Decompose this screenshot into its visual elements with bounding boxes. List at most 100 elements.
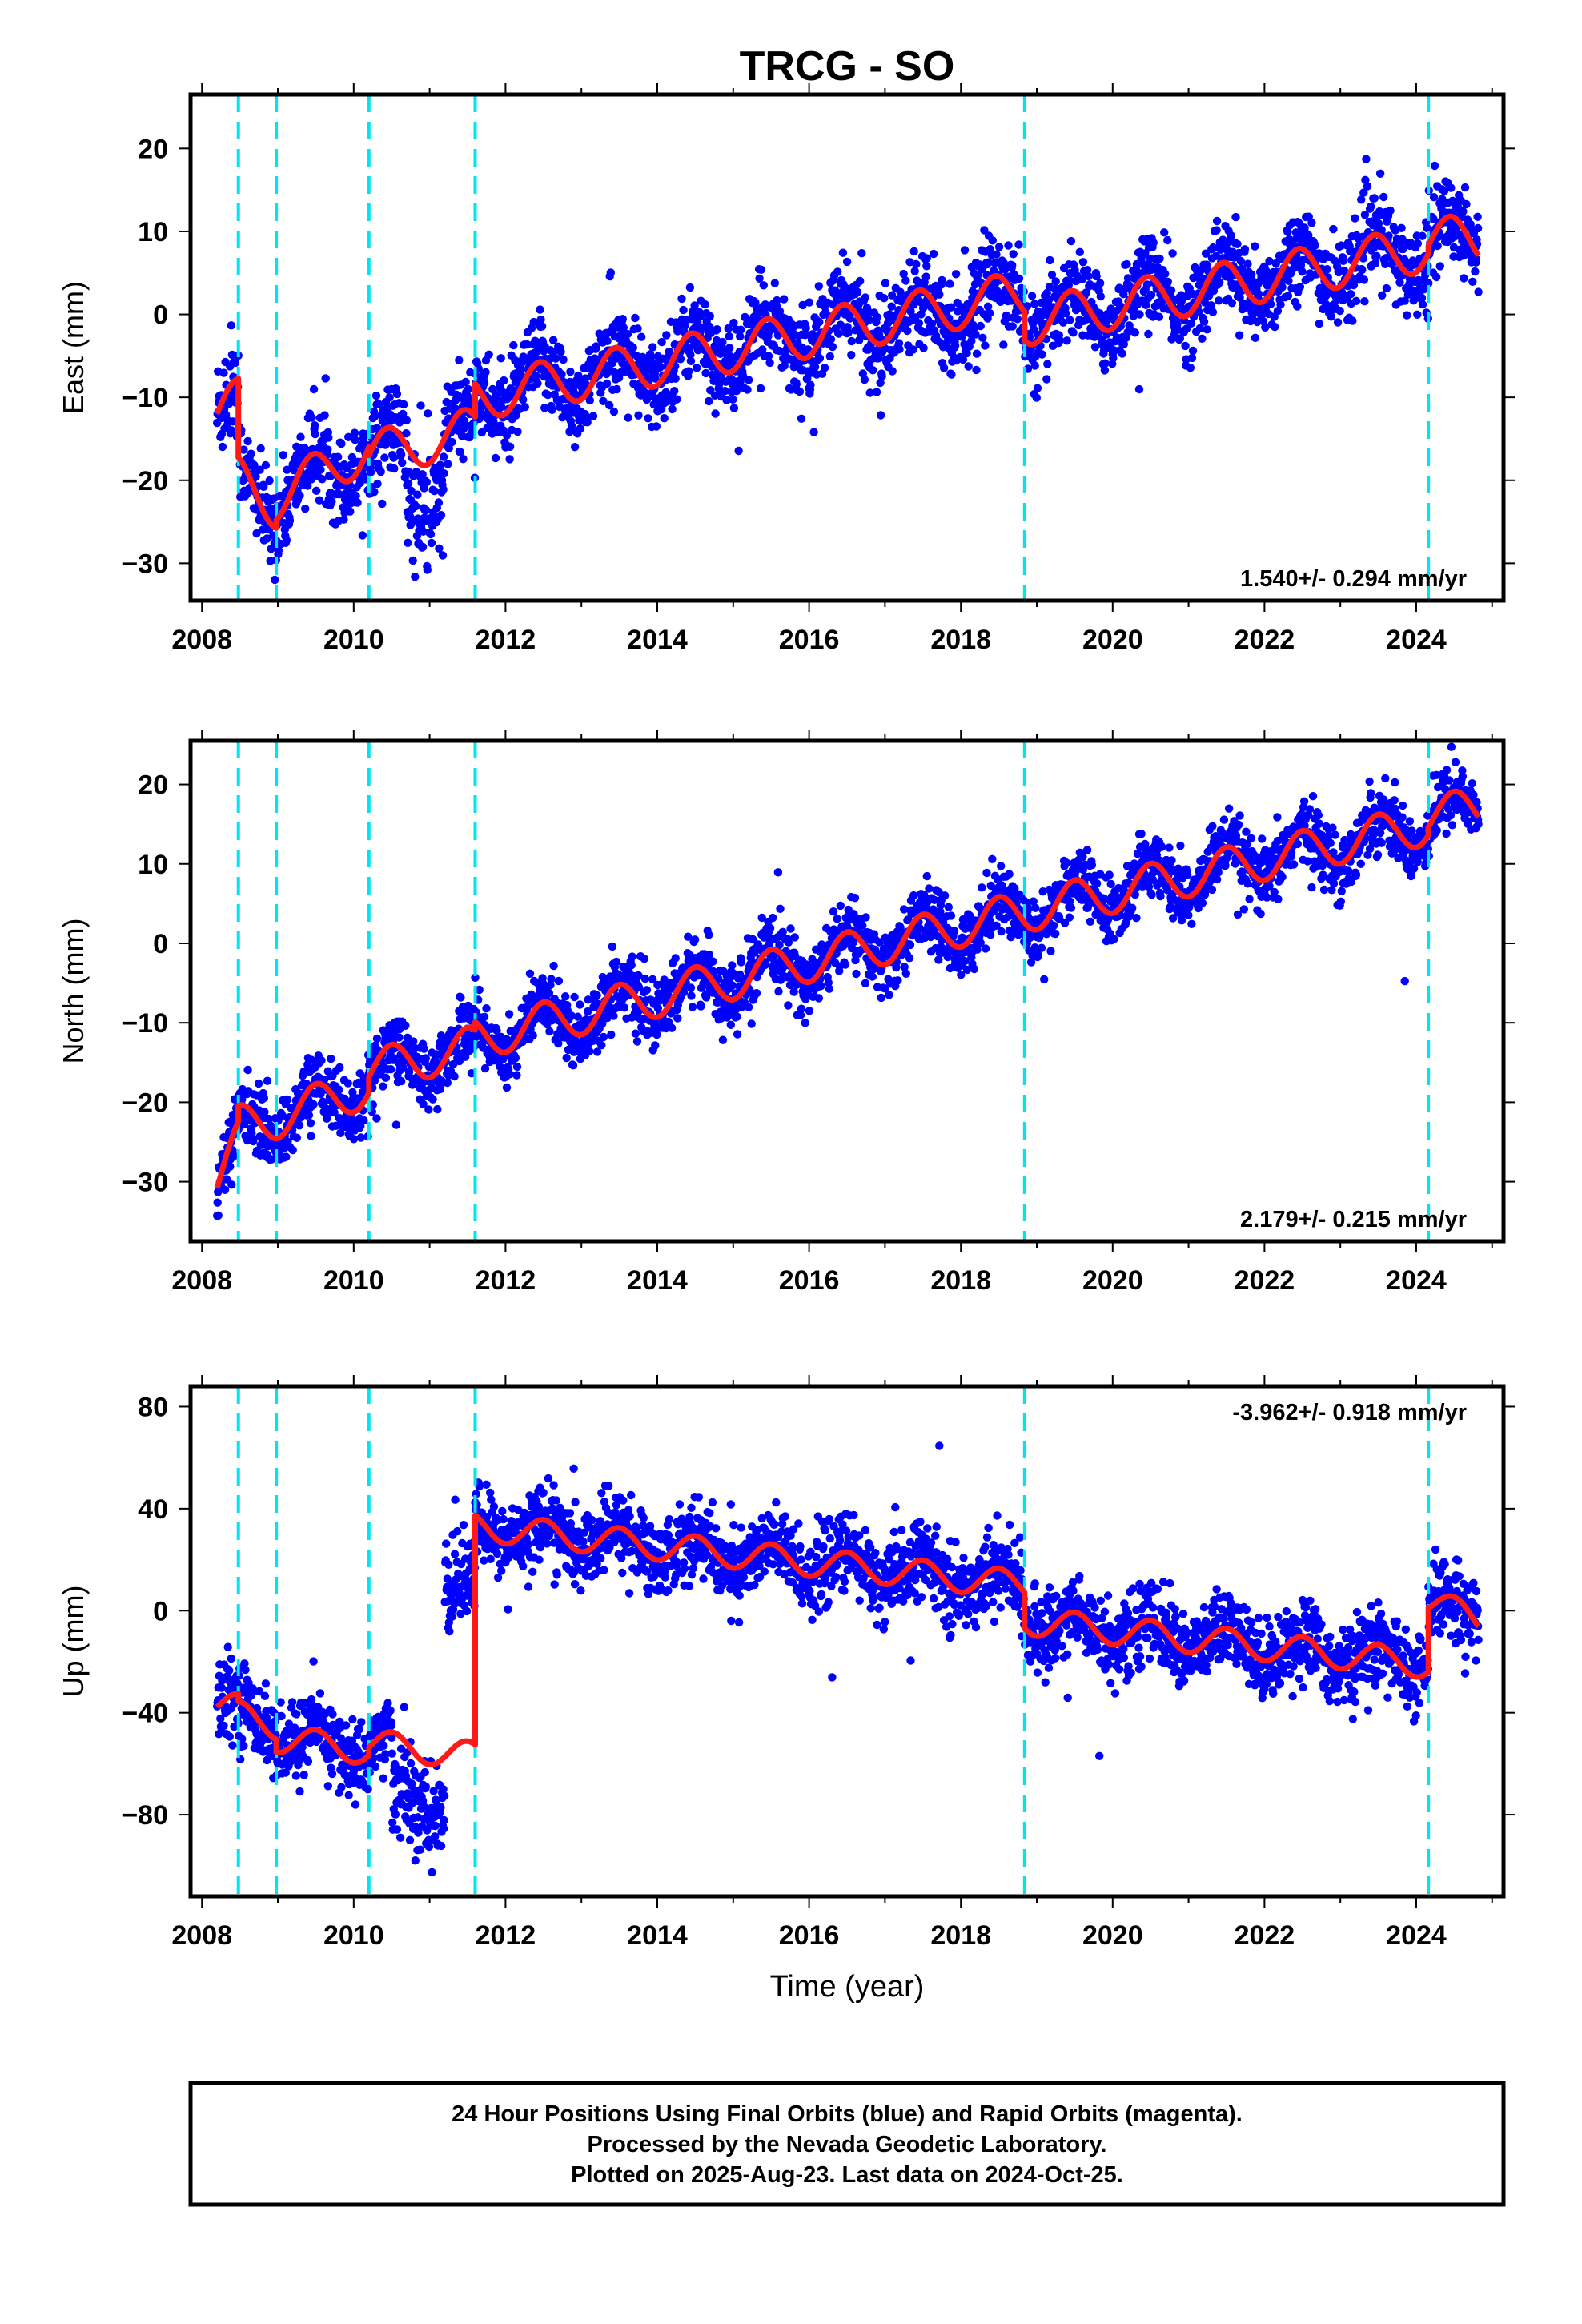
data-point <box>484 350 493 359</box>
data-point <box>1382 283 1391 293</box>
data-point <box>806 380 815 389</box>
x-tick-label: 2020 <box>1082 625 1143 655</box>
data-point <box>1359 275 1369 284</box>
data-point <box>833 267 842 276</box>
data-point <box>671 954 680 963</box>
data-point <box>631 313 640 323</box>
data-point <box>306 1119 315 1128</box>
data-point <box>500 376 508 385</box>
data-point <box>239 445 248 454</box>
data-point <box>421 1054 430 1063</box>
velocity-label: 1.540+/- 0.294 mm/yr <box>1240 566 1467 592</box>
data-point <box>1413 239 1423 248</box>
data-point <box>426 529 436 539</box>
data-point <box>690 301 699 310</box>
data-point <box>1293 302 1302 311</box>
data-point <box>972 365 981 375</box>
data-point <box>418 542 428 552</box>
data-point <box>1243 259 1252 268</box>
data-point <box>1447 183 1456 192</box>
data-point <box>599 396 608 405</box>
y-tick-label: −20 <box>122 466 168 497</box>
data-point <box>220 1185 230 1195</box>
data-point <box>841 960 850 969</box>
data-point <box>307 413 316 422</box>
data-point <box>718 1035 728 1044</box>
data-point <box>925 884 934 893</box>
x-tick-label: 2022 <box>1235 625 1295 655</box>
data-point <box>295 491 304 500</box>
data-point <box>978 883 986 892</box>
data-point <box>1122 259 1131 269</box>
data-point <box>978 333 987 342</box>
y-tick-label: 10 <box>138 217 168 247</box>
data-point <box>401 1021 410 1031</box>
data-point <box>1251 333 1260 342</box>
data-point <box>536 315 545 324</box>
data-point <box>1251 242 1259 251</box>
data-point <box>729 395 737 404</box>
data-point <box>387 1065 396 1074</box>
data-point <box>554 976 564 986</box>
data-point <box>556 348 565 356</box>
data-point <box>1038 350 1046 359</box>
data-point <box>402 429 411 438</box>
data-point <box>392 389 402 399</box>
data-point <box>427 538 436 548</box>
data-point <box>780 361 789 370</box>
data-point <box>251 472 260 481</box>
data-point <box>1311 241 1319 250</box>
data-point <box>705 931 713 939</box>
data-point <box>686 983 696 992</box>
chart-title: TRCG - SO <box>740 43 955 90</box>
data-point <box>597 1041 606 1050</box>
data-point <box>412 501 420 511</box>
data-point <box>861 293 870 302</box>
data-point <box>725 332 733 341</box>
data-point <box>910 267 919 275</box>
data-point <box>888 367 897 376</box>
data-point <box>327 497 336 506</box>
data-point <box>868 972 877 981</box>
data-point <box>390 464 399 473</box>
data-point <box>1161 269 1170 279</box>
data-point <box>825 352 835 361</box>
data-point <box>1227 299 1237 308</box>
data-point <box>905 940 915 950</box>
data-point <box>757 265 765 274</box>
data-point <box>1378 291 1387 300</box>
data-point <box>520 403 529 412</box>
data-point <box>803 374 812 383</box>
data-point <box>1042 375 1051 384</box>
data-point <box>1212 216 1222 226</box>
data-point <box>628 344 637 352</box>
data-point <box>634 359 644 368</box>
data-point <box>1154 312 1164 321</box>
data-point <box>701 368 710 378</box>
data-point <box>349 1135 359 1144</box>
data-point <box>545 1027 554 1036</box>
data-point <box>828 342 837 352</box>
data-point <box>335 1085 343 1094</box>
data-point <box>1432 272 1441 282</box>
data-point <box>741 312 749 322</box>
data-point <box>901 276 910 285</box>
y-tick-label: 0 <box>153 300 168 331</box>
data-point <box>1166 286 1176 295</box>
data-point <box>219 368 228 377</box>
data-point <box>670 387 679 396</box>
data-point <box>805 1007 814 1015</box>
data-point <box>408 556 417 565</box>
data-point <box>885 991 893 999</box>
data-point <box>912 259 921 269</box>
data-point <box>1215 296 1223 305</box>
data-point <box>1360 297 1369 306</box>
data-point <box>986 308 994 318</box>
data-point <box>877 411 885 420</box>
data-point <box>944 903 954 911</box>
data-point <box>261 460 271 470</box>
data-point <box>817 982 825 991</box>
data-point <box>334 452 343 461</box>
data-point <box>1199 317 1209 326</box>
data-point <box>549 961 558 971</box>
